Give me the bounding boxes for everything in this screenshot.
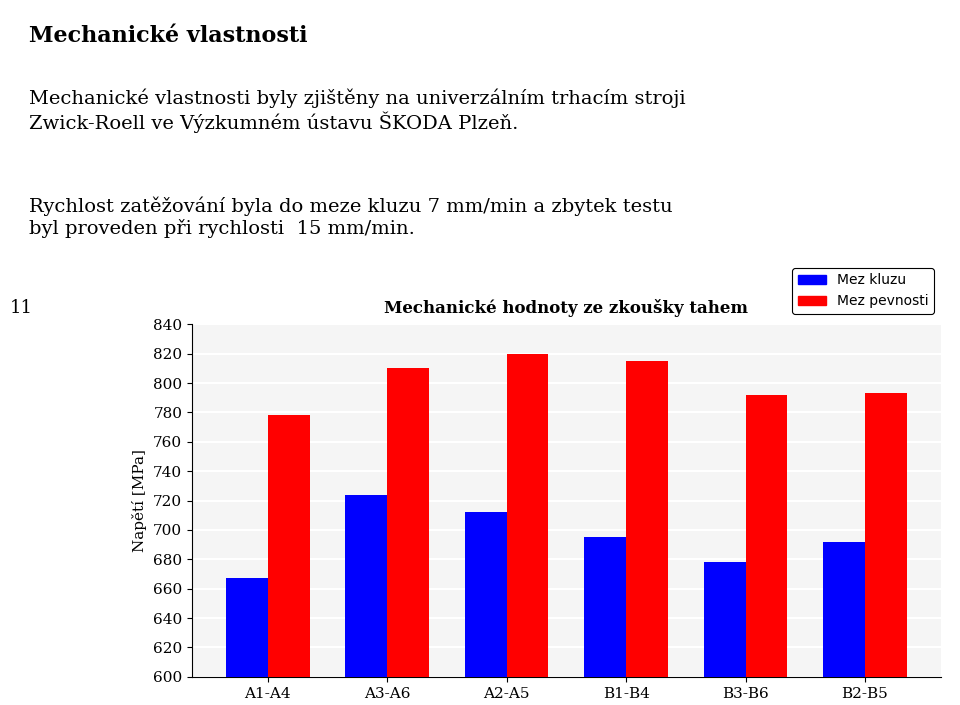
Bar <box>387 368 429 705</box>
Y-axis label: Napětí [MPa]: Napětí [MPa] <box>132 449 148 552</box>
Title: Mechanické hodnoty ze zkoušky tahem: Mechanické hodnoty ze zkoušky tahem <box>384 299 749 317</box>
Text: 11: 11 <box>10 299 33 317</box>
Bar <box>746 395 787 705</box>
Bar <box>865 393 907 705</box>
Bar <box>226 578 268 705</box>
Bar <box>465 513 507 705</box>
Text: Mechanické vlastnosti byly zjištěny na univerzálním trhacím stroji
Zwick-Roell v: Mechanické vlastnosti byly zjištěny na u… <box>29 89 685 133</box>
Bar <box>507 354 548 705</box>
Bar <box>626 361 668 705</box>
Bar <box>346 495 387 705</box>
Bar <box>704 562 746 705</box>
Text: Mechanické vlastnosti: Mechanické vlastnosti <box>29 25 307 47</box>
Text: Rychlost zatěžování byla do meze kluzu 7 mm/min a zbytek testu
byl proveden při : Rychlost zatěžování byla do meze kluzu 7… <box>29 197 672 238</box>
Bar <box>585 537 626 705</box>
Bar <box>823 541 865 705</box>
Legend: Mez kluzu, Mez pevnosti: Mez kluzu, Mez pevnosti <box>792 268 934 314</box>
Bar <box>268 415 310 705</box>
